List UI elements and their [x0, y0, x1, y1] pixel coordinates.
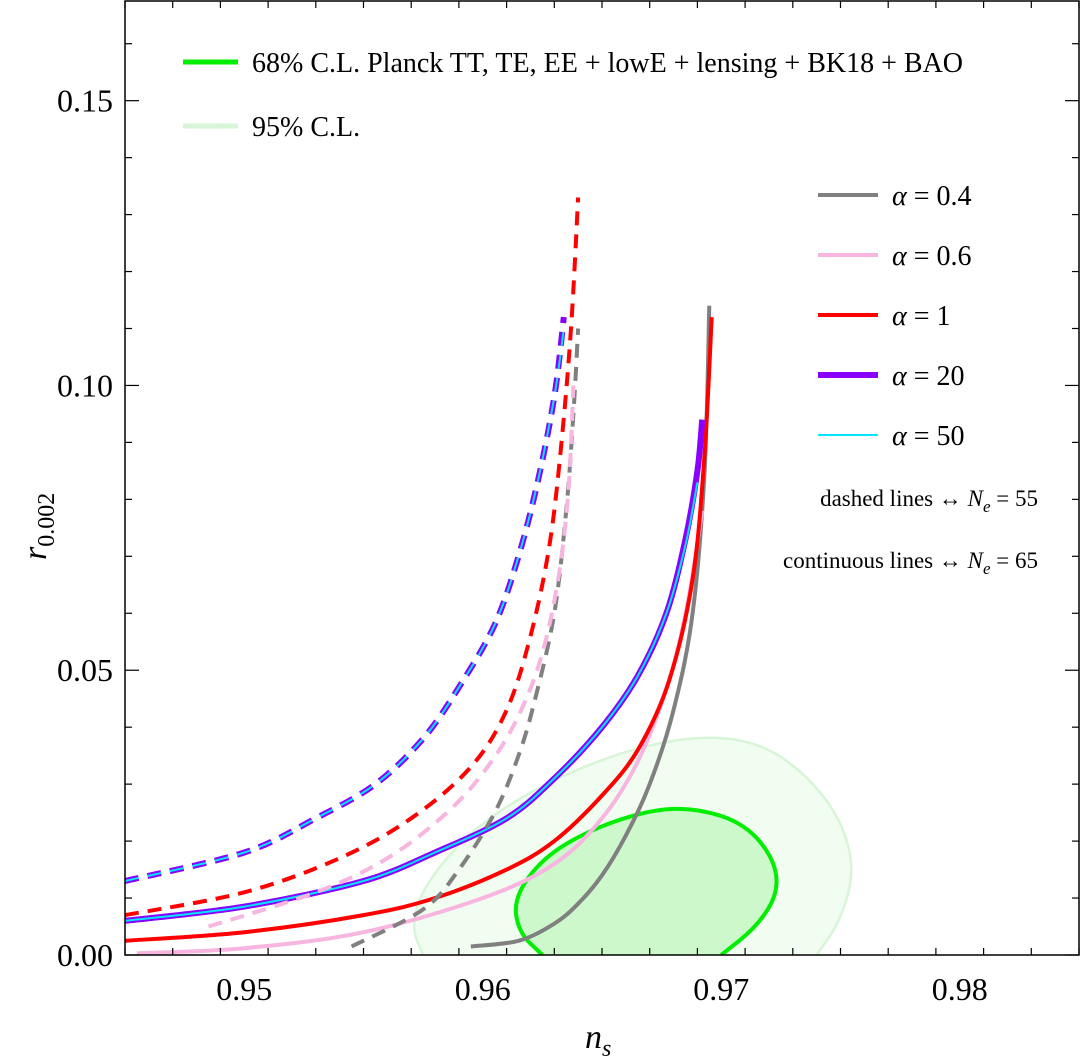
legend-label-alpha-0.4: α = 0.4 — [892, 181, 972, 212]
x-tick-label: 0.96 — [455, 971, 511, 1007]
series-50-n-e-55 — [125, 328, 565, 882]
tick-layer: 0.95 0.96 0.97 0.98 0.00 0.05 0.10 0.15 — [57, 1, 1080, 1007]
y-tick-label: 0.15 — [57, 83, 113, 119]
legend-label-95cl: 95% C.L. — [252, 112, 360, 143]
legend-label-alpha-0.6: α = 0.6 — [892, 241, 972, 272]
contour-68-c.l. — [513, 806, 779, 955]
legend-label-alpha-50: α = 50 — [892, 421, 965, 452]
x-axis-title: ns — [585, 1019, 611, 1059]
y-tick-label: 0.05 — [57, 652, 113, 688]
y-tick-label: 0.10 — [57, 367, 113, 403]
series-legend: α = 0.4 α = 0.6 α = 1 α = 20 α = 50 — [818, 181, 972, 452]
series-50-n-e-65 — [125, 482, 699, 922]
y-axis-title: r0.002 — [17, 493, 60, 560]
note-continuous-lines: continuous lines ↔ Ne = 65 — [783, 548, 1038, 578]
series-layer — [125, 197, 714, 955]
series-0.6-n-e-55 — [207, 385, 576, 929]
legend-label-alpha-1: α = 1 — [892, 301, 951, 332]
y-tick-label: 0.00 — [57, 937, 113, 973]
contour-legend: 68% C.L. Planck TT, TE, EE + lowE + lens… — [183, 48, 963, 143]
legend-label-alpha-20: α = 20 — [892, 361, 965, 392]
x-tick-label: 0.97 — [693, 971, 749, 1007]
contour-layer — [412, 736, 853, 955]
legend-label-68cl: 68% C.L. Planck TT, TE, EE + lowE + lens… — [252, 48, 963, 79]
note-dashed-lines: dashed lines ↔ Ne = 55 — [820, 486, 1038, 516]
series-1-n-e-65 — [125, 316, 714, 943]
x-tick-label: 0.95 — [216, 971, 272, 1007]
x-tick-label: 0.98 — [932, 971, 988, 1007]
